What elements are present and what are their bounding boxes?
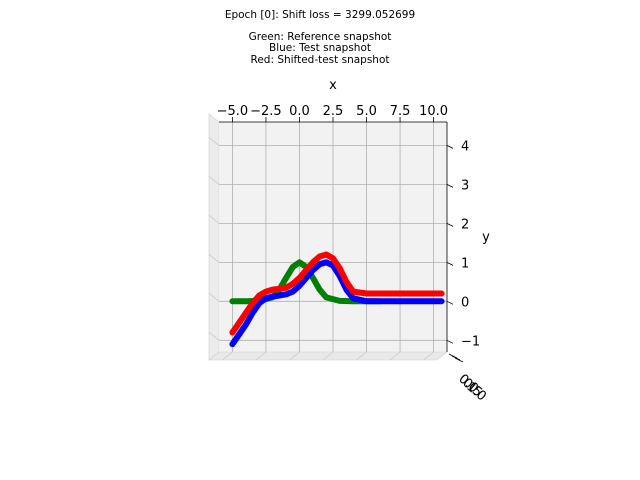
x-tick-label: −2.5 (250, 104, 282, 119)
x-floor-gridline (222, 351, 233, 361)
y-side-gridline (208, 176, 220, 185)
y-tick-mark (446, 145, 454, 149)
z-ticks: 0.00.51.0 (448, 353, 489, 404)
x-floor-gridline (255, 351, 267, 361)
chart-subtitle-reference: Green: Reference snapshot (248, 31, 392, 43)
y-axis-label: y (482, 230, 490, 245)
y-side-gridline (208, 215, 220, 224)
x-ticks: −5.0 −2.5 0.0 2.5 5.0 7.5 10.0 (217, 104, 448, 122)
side-pane (208, 113, 220, 361)
y-tick-label: 2 (461, 217, 469, 232)
y-ticks: −1 0 1 2 3 4 (446, 139, 480, 349)
x-floor-gridline (389, 351, 401, 361)
y-tick-mark (446, 222, 454, 227)
side-grid-lines (208, 137, 220, 341)
x-tick-label: 0.0 (289, 104, 310, 119)
y-tick-label: 3 (461, 178, 469, 193)
y-tick-mark (446, 261, 454, 266)
y-tick-mark (446, 339, 454, 344)
series-layer (229, 251, 445, 348)
x-tick-label: 2.5 (323, 104, 344, 119)
y-side-gridline (208, 293, 220, 302)
y-tick-mark (446, 184, 454, 188)
z-tick-mark (451, 355, 461, 361)
series-line (229, 259, 445, 348)
chart-subtitle-test: Blue: Test snapshot (268, 42, 372, 54)
x-tick-label: 10.0 (419, 104, 448, 119)
x-floor-gridline (289, 351, 300, 361)
y-side-gridline (208, 331, 220, 341)
x-axis-label: x (329, 78, 337, 93)
x-tick-label: 5.0 (356, 104, 377, 119)
y-tick-label: −1 (461, 334, 480, 349)
x-floor-gridline (423, 351, 434, 361)
chart-title: Epoch [0]: Shift loss = 3299.052699 (224, 9, 416, 21)
y-tick-label: 0 (461, 295, 469, 310)
x-tick-label: 7.5 (390, 104, 411, 119)
x-tick-label: −5.0 (217, 104, 249, 119)
z-tick-mark (448, 353, 458, 359)
x-floor-gridline (322, 351, 334, 361)
y-side-gridline (208, 137, 220, 146)
chart-subtitle-shifted: Red: Shifted-test snapshot (250, 54, 390, 66)
y-side-gridline (208, 254, 220, 263)
y-tick-label: 4 (461, 139, 469, 154)
series-line (229, 251, 445, 336)
x-floor-gridline (356, 351, 367, 361)
y-tick-mark (446, 300, 454, 305)
y-tick-label: 1 (461, 256, 469, 271)
z-tick-mark (454, 357, 464, 363)
